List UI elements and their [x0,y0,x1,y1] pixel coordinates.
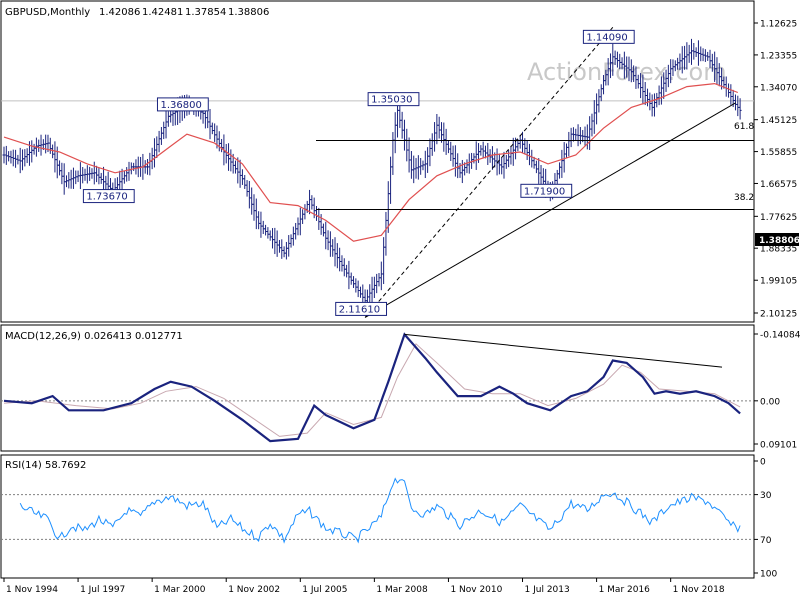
macd-y-tick-label: 0.09101 [760,441,797,451]
x-tick-label: 1 Nov 2002 [228,585,280,595]
dashed-trendline [364,27,614,318]
x-tick-label: 1 Jul 2013 [525,585,570,595]
price-ohlc-high: 1.42481 [142,7,183,18]
moving-average-line [3,82,739,242]
x-tick-label: 1 Jul 1997 [80,585,125,595]
price-y-tick-label: 1.55855 [760,148,797,158]
price-y-tick-label: 1.99105 [760,277,797,287]
swing-label-box [335,301,388,316]
price-panel-frame [0,0,755,323]
swing-label: 1.36800 [160,100,201,111]
macd-panel-frame [0,324,755,452]
rsi-panel-title: RSI(14) 58.7692 [5,460,86,471]
price-ohlc-open: 1.42086 [99,7,140,18]
rsi-y-tick-label: 100 [760,570,777,580]
rsi-y-tick-label: 0 [760,458,766,468]
rsi-panel-frame [0,454,755,579]
swing-label-box [367,92,420,107]
swing-label-box [82,189,135,204]
macd-signal-line [3,343,741,437]
rsi-y-axis: 100 70 30 0 [754,458,777,580]
price-annotations: 2.11610 1.73670 1.36800 1.35030 1.71900 1.140… [82,27,754,318]
swing-label-box [156,97,209,112]
swing-label-box [520,183,573,198]
x-tick-label: 1 Nov 2010 [450,585,502,595]
price-y-tick-label: 1.45125 [760,116,797,126]
swing-label-box [582,29,635,44]
fib-label-382: 38.2 [734,193,754,203]
price-panel-title: GBPUSD,Monthly [5,7,90,18]
swing-label: 1.14090 [586,32,627,43]
price-y-tick-label: 1.88335 [760,245,797,255]
price-y-tick-label: 1.12625 [760,20,797,30]
swing-label: 1.71900 [524,186,565,197]
price-y-tick-label: 1.34070 [760,83,797,93]
macd-support-trendline [404,333,723,368]
macd-panel-title: MACD(12,26,9) 0.026413 0.012771 [5,331,183,342]
price-y-tick-label: 1.66575 [760,180,797,190]
resistance-trendline [364,102,736,318]
price-y-tick-label: 1.23355 [760,51,797,61]
swing-label: 2.11610 [339,304,380,315]
x-tick-label: 1 Nov 2018 [673,585,725,595]
macd-y-tick-label: 0.00 [760,397,780,407]
price-y-tick-label: 2.10125 [760,310,797,320]
rsi-line [19,477,741,544]
macd-y-tick-label: -0.140843 [760,331,800,341]
macd-y-axis: 0.09101 0.00 -0.140843 [754,331,800,451]
price-ohlc-low: 1.37854 [185,7,226,18]
price-y-axis: 2.10125 1.99105 1.88335 1.77625 1.66575 1.558… [754,20,797,320]
rsi-series [1,477,754,544]
x-tick-label: 1 Mar 2016 [599,585,651,595]
price-y-tick-label: 1.77625 [760,213,797,223]
macd-series [1,332,754,443]
rsi-y-tick-label: 70 [760,536,772,546]
swing-label: 1.73670 [86,192,127,203]
rsi-y-tick-label: 30 [760,491,772,501]
swing-label: 1.35030 [371,95,412,106]
x-tick-label: 1 Jul 2005 [302,585,347,595]
date-x-axis: 1 Nov 1994 1 Jul 1997 1 Mar 2000 1 Nov 2002… [3,578,725,595]
x-tick-label: 1 Mar 2000 [154,585,206,595]
price-ohlc-close: 1.38806 [228,7,269,18]
x-tick-label: 1 Mar 2008 [376,585,428,595]
current-price-label: 1.38806 [759,236,800,246]
x-tick-label: 1 Nov 1994 [6,585,58,595]
current-price-box [755,233,799,246]
macd-main-line [3,332,741,443]
fib-label-618: 61.8 [734,122,754,132]
